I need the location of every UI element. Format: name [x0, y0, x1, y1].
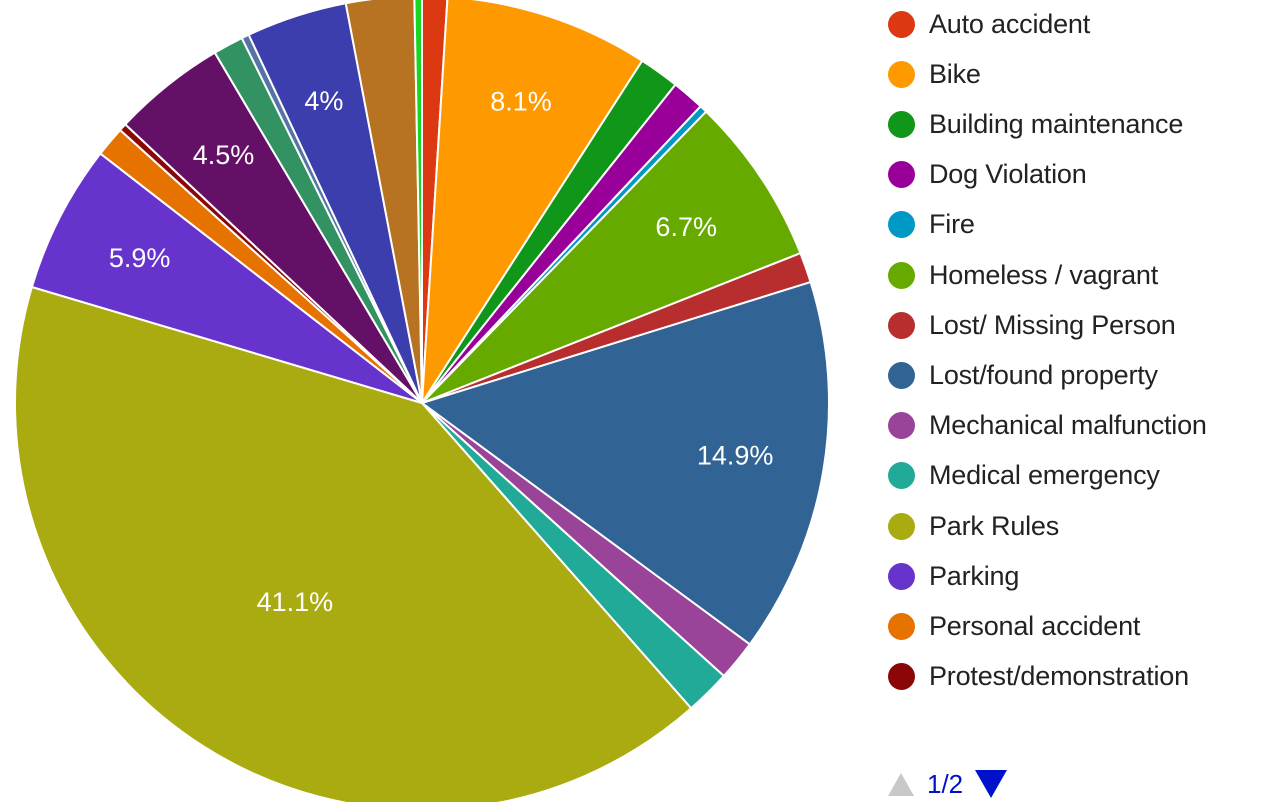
legend-swatch [888, 663, 915, 691]
legend-label: Mechanical malfunction [929, 410, 1207, 441]
legend-swatch [888, 60, 915, 88]
triangle-down-icon[interactable] [975, 770, 1008, 798]
legend-label: Medical emergency [929, 460, 1160, 491]
legend-item[interactable]: Auto accident [888, 9, 1090, 39]
pie-slice[interactable] [413, 0, 423, 404]
slice-data-label: 14.9% [697, 441, 774, 471]
legend-label: Bike [929, 58, 981, 89]
legend-item[interactable]: Medical emergency [888, 460, 1160, 491]
legend-item[interactable]: Lost/found property [888, 360, 1158, 390]
legend-label: Homeless / vagrant [929, 259, 1158, 290]
legend-item[interactable]: Park Rules [888, 511, 1059, 541]
legend-swatch [888, 462, 915, 490]
pie-slice[interactable] [420, 0, 644, 407]
legend-label: Lost/found property [929, 359, 1158, 390]
legend-label: Lost/ Missing Person [929, 309, 1176, 340]
legend-swatch [888, 612, 915, 640]
legend-item[interactable]: Personal accident [888, 611, 1140, 641]
legend-item[interactable]: Homeless / vagrant [888, 260, 1158, 290]
legend-item[interactable]: Building maintenance [888, 109, 1183, 139]
pie-slice[interactable] [419, 280, 830, 646]
legend-swatch [888, 10, 915, 38]
legend-pager: 1/2 [888, 766, 1008, 802]
legend-item[interactable]: Lost/ Missing Person [888, 310, 1176, 340]
legend-swatch [888, 512, 915, 540]
legend-label: Personal accident [929, 610, 1141, 641]
triangle-up-icon [888, 772, 914, 796]
pie-chart-svg: 8.1% 6.7% 14.9% 41.1% 5.9% 4.5% 4% [13, 0, 830, 802]
legend-swatch [888, 361, 915, 389]
pager-page-indicator: 1/2 [927, 768, 964, 799]
legend-item[interactable]: Parking [888, 561, 1019, 591]
legend-label: Parking [929, 560, 1020, 591]
legend-swatch [888, 161, 915, 189]
legend-swatch [888, 110, 915, 138]
legend-item[interactable]: Fire [888, 209, 975, 240]
slice-data-label: 5.9% [109, 243, 171, 273]
pie-slice[interactable] [344, 0, 423, 404]
slice-data-label: 4% [304, 86, 343, 116]
pie-slice[interactable] [421, 0, 449, 404]
legend-swatch [888, 211, 915, 239]
legend-label: Auto accident [929, 8, 1091, 39]
slice-data-label: 4.5% [193, 140, 255, 170]
legend-item[interactable]: Protest/demonstration [888, 661, 1189, 692]
legend-swatch [888, 412, 915, 440]
legend-label: Park Rules [929, 510, 1060, 541]
pie-slice[interactable] [421, 110, 802, 404]
legend-item[interactable]: Dog Violation [888, 159, 1087, 190]
legend-label: Fire [929, 209, 975, 240]
slice-data-label: 8.1% [490, 86, 552, 116]
slice-data-label: 6.7% [655, 212, 717, 242]
legend-swatch [888, 562, 915, 590]
pie-slice[interactable] [13, 285, 693, 802]
legend-swatch [888, 311, 915, 339]
legend-label: Building maintenance [929, 108, 1184, 139]
legend-swatch [888, 261, 915, 289]
slice-data-label: 41.1% [257, 587, 334, 617]
pie-slice[interactable] [30, 152, 423, 404]
legend-item[interactable]: Bike [888, 59, 981, 89]
legend-item[interactable]: Mechanical malfunction [888, 410, 1207, 441]
legend-label: Protest/demonstration [929, 661, 1189, 692]
legend-label: Dog Violation [929, 159, 1087, 190]
